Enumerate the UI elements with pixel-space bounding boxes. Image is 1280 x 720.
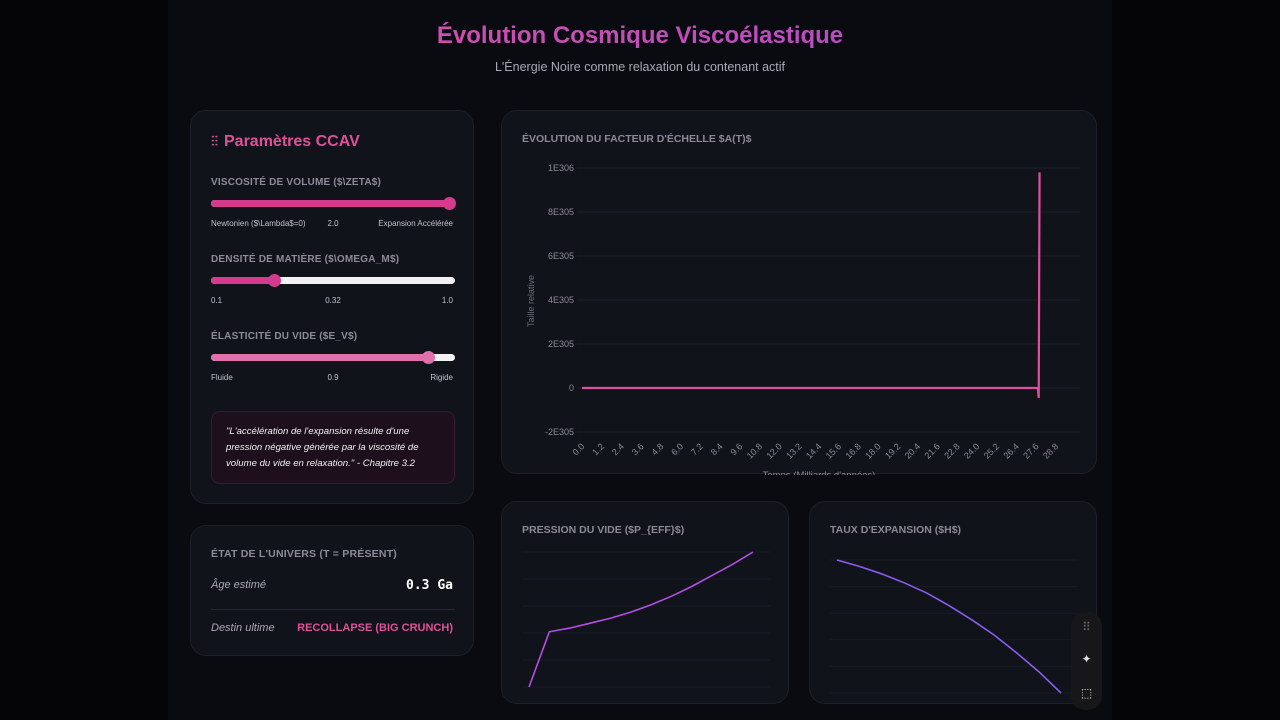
page-subtitle: L'Énergie Noire comme relaxation du cont… <box>494 60 786 74</box>
x-tick-label: 19.2 <box>883 441 902 460</box>
slider-value: 2.0 <box>327 219 339 228</box>
page-title: Évolution Cosmique Viscoélastique <box>0 22 1280 50</box>
quote-source: - Chapitre 3.2 <box>354 458 415 469</box>
x-tick-label: 28.8 <box>1041 441 1060 460</box>
state-card: ÉTAT DE L'UNIVERS (T = PRÉSENT) Âge esti… <box>190 525 474 656</box>
expansion-rate-chart <box>830 559 1078 694</box>
pressure-title: PRESSION DU VIDE ($P_{EFF}$) <box>522 524 685 536</box>
fate-label: Destin ultime <box>211 622 275 634</box>
scale-factor-line <box>582 172 1041 398</box>
x-tick-label: 25.2 <box>982 441 1001 460</box>
x-tick-label: 9.6 <box>728 441 744 457</box>
x-tick-label: 1.2 <box>590 441 606 457</box>
params-title: Paramètres CCAV <box>224 133 360 150</box>
slider-0[interactable] <box>211 197 456 210</box>
grip-icon[interactable]: ⠿ <box>1082 620 1091 634</box>
slider-thumb[interactable] <box>268 274 282 287</box>
y-tick-label: 6E305 <box>548 251 574 261</box>
quote-box: "L'accélération de l'expansion résulte d… <box>211 411 455 484</box>
x-tick-label: 15.6 <box>824 441 843 460</box>
fate-value: RECOLLAPSE (BIG CRUNCH) <box>297 622 453 634</box>
x-tick-label: 3.6 <box>630 441 646 457</box>
y-axis-label: Taille relative <box>526 275 536 327</box>
slider-min-label: Newtonien ($\Lambda$=0) <box>211 219 306 228</box>
x-tick-label: 2.4 <box>610 441 626 457</box>
x-tick-label: 20.4 <box>903 441 922 460</box>
slider-thumb[interactable] <box>422 351 436 364</box>
series-line <box>528 551 754 688</box>
slider-1[interactable] <box>211 274 455 287</box>
age-value: 0.3 Ga <box>406 578 453 593</box>
state-title: ÉTAT DE L'UNIVERS (T = PRÉSENT) <box>211 548 397 560</box>
x-tick-label: 27.6 <box>1021 441 1040 460</box>
slider-fill <box>211 200 455 207</box>
slider-value: 0.32 <box>325 296 341 305</box>
x-tick-label: 7.2 <box>689 441 705 457</box>
scale-factor-title: ÉVOLUTION DU FACTEUR D'ÉCHELLE $A(T)$ <box>522 133 752 145</box>
floating-toolbar: ⠿ ✦ ⬚ <box>1071 612 1102 710</box>
pressure-chart <box>522 551 770 688</box>
slider-fill <box>211 354 429 361</box>
select-region-icon[interactable]: ⬚ <box>1080 686 1093 700</box>
x-tick-label: 22.8 <box>942 441 961 460</box>
expansion-rate-card: TAUX D'EXPANSION ($H$) <box>809 501 1097 704</box>
x-tick-label: 12.0 <box>764 441 783 460</box>
slider-fill <box>211 277 275 284</box>
params-header: ⫶⫶ Paramètres CCAV <box>211 133 360 151</box>
y-tick-label: 2E305 <box>548 339 574 349</box>
slider-max-label: 1.0 <box>441 296 453 305</box>
y-tick-label: 0 <box>569 383 574 393</box>
divider <box>211 609 455 610</box>
sparkle-icon[interactable]: ✦ <box>1081 652 1092 666</box>
y-tick-label: 8E305 <box>548 207 574 217</box>
slider-max-label: Expansion Accélérée <box>378 219 453 228</box>
series-line <box>836 559 1062 694</box>
y-tick-label: -2E305 <box>545 427 574 437</box>
quote-text: "L'accélération de l'expansion résulte d… <box>226 426 419 469</box>
sliders-icon: ⫶⫶ <box>211 133 218 149</box>
slider-min-label: Fluide <box>211 373 233 382</box>
x-tick-label: 16.8 <box>843 441 862 460</box>
x-tick-label: 14.4 <box>804 441 823 460</box>
x-tick-label: 6.0 <box>669 441 685 457</box>
pressure-card: PRESSION DU VIDE ($P_{EFF}$) <box>501 501 789 704</box>
age-label: Âge estimé <box>211 579 267 591</box>
expansion-rate-title: TAUX D'EXPANSION ($H$) <box>830 524 962 536</box>
x-tick-label: 21.6 <box>922 441 941 460</box>
x-tick-label: 10.8 <box>745 441 764 460</box>
x-tick-label: 4.8 <box>649 441 665 457</box>
x-tick-label: 18.0 <box>863 441 882 460</box>
slider-2[interactable] <box>211 351 455 364</box>
slider-max-label: Rigide <box>430 373 453 382</box>
x-tick-label: 8.4 <box>709 441 725 457</box>
x-tick-label: 26.4 <box>1001 441 1020 460</box>
x-tick-label: 24.0 <box>962 441 981 460</box>
slider-thumb[interactable] <box>442 197 456 210</box>
slider-label: VISCOSITÉ DE VOLUME ($\ZETA$) <box>211 177 382 188</box>
slider-value: 0.9 <box>327 373 339 382</box>
slider-label: ÉLASTICITÉ DU VIDE ($E_V$) <box>211 331 358 342</box>
slider-label: DENSITÉ DE MATIÈRE ($\OMEGA_M$) <box>211 254 400 265</box>
scale-factor-chart: 1E306 8E305 6E305 4E305 2E305 0 -2E305 0.0 1.2 2.… <box>526 163 1080 475</box>
x-axis-label: Temps (Milliards d'années) <box>763 470 876 475</box>
slider-min-label: 0.1 <box>211 296 223 305</box>
y-tick-label: 1E306 <box>548 163 574 173</box>
y-tick-label: 4E305 <box>548 295 574 305</box>
params-card: ⫶⫶ Paramètres CCAV VISCOSITÉ DE VOLUME ($… <box>190 110 474 504</box>
x-tick-label: 0.0 <box>570 441 586 457</box>
scale-factor-card: ÉVOLUTION DU FACTEUR D'ÉCHELLE $A(T)$ 1E… <box>501 110 1097 475</box>
x-tick-label: 13.2 <box>784 441 803 460</box>
